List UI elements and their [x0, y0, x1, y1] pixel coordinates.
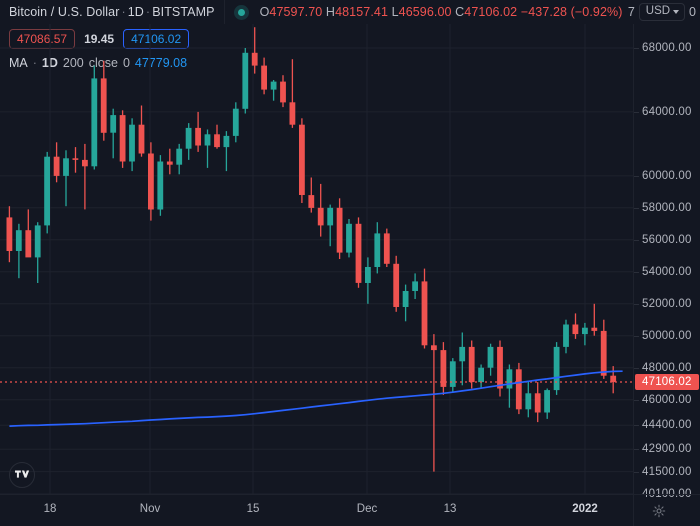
header-divider	[223, 0, 225, 24]
chart-header: Bitcoin / U.S. Dollar · 1D · BITSTAMP O47597…	[0, 0, 700, 24]
market-open-dot-icon[interactable]	[234, 4, 250, 20]
open-value: 47597.70	[269, 5, 323, 19]
price-tick-dash	[634, 175, 639, 177]
close-value: 47106.02	[464, 5, 518, 19]
price-axis-tick: 42900.00	[634, 443, 692, 455]
time-axis-tick: 13	[443, 503, 457, 515]
price-axis-tick: 52000.00	[634, 298, 692, 310]
symbol-title[interactable]: Bitcoin / U.S. Dollar · 1D · BITSTAMP	[9, 5, 215, 19]
ohlc-values: O47597.70 H48157.41 L46596.00 C47106.02 …	[260, 5, 623, 19]
price-axis-tick: 58000.00	[634, 202, 692, 214]
price-axis-tick: 50000.00	[634, 330, 692, 342]
price-tick-dash	[634, 471, 639, 473]
price-axis-tick: 41500.00	[634, 466, 692, 478]
price-tick-dash	[634, 47, 639, 49]
price-tick-dash	[634, 335, 639, 337]
price-tick-dash	[634, 425, 639, 427]
chart-pane[interactable]	[0, 24, 633, 494]
header-right-tail: 0	[689, 5, 696, 19]
time-axis-tick: 2022	[572, 503, 598, 515]
low-value: 46596.00	[398, 5, 452, 19]
tradingview-logo[interactable]	[9, 462, 35, 488]
header-right-controls: 7 USD 0	[628, 0, 696, 24]
time-axis-tick: Nov	[139, 503, 161, 515]
time-axis-tick: Dec	[356, 503, 378, 515]
symbol-interval: 1D	[127, 5, 144, 19]
time-axis-tick: 15	[246, 503, 260, 515]
change-percent: (−0.92%)	[570, 5, 623, 19]
indicator-name: MA	[9, 56, 28, 70]
candlestick-series	[0, 27, 633, 472]
price-tick-dash	[634, 367, 639, 369]
price-tick-dash	[634, 399, 639, 401]
change-value: −437.28	[520, 5, 568, 19]
price-axis-tick: 54000.00	[634, 266, 692, 278]
tradingview-logo-icon	[14, 470, 29, 478]
price-tick-dash	[634, 239, 639, 241]
symbol-exchange: BITSTAMP	[152, 5, 215, 19]
price-axis-tick: 60000.00	[634, 170, 692, 182]
chart-grid	[0, 24, 633, 494]
price-axis-tick: 64000.00	[634, 106, 692, 118]
high-value: 48157.41	[335, 5, 388, 19]
time-axis-divider	[633, 495, 634, 526]
price-tick-dash	[634, 303, 639, 305]
close-label: C	[455, 5, 465, 19]
price-axis-tick: 46000.00	[634, 394, 692, 406]
symbol-name: Bitcoin / U.S. Dollar	[9, 5, 120, 19]
symbol-separator-2: ·	[145, 5, 151, 19]
price-axis-tick: 48000.00	[634, 362, 692, 374]
symbol-separator-1: ·	[121, 5, 126, 19]
market-dot	[238, 8, 246, 16]
current-price-tag[interactable]: 47106.02	[635, 373, 699, 390]
price-tick-dash	[634, 449, 639, 451]
price-axis-tick: 56000.00	[634, 234, 692, 246]
indicator-separator: ·	[32, 56, 37, 70]
indicator-legend[interactable]: MA · 1D 200 close 0 47779.08	[9, 56, 187, 70]
indicator-value: 47779.08	[134, 56, 188, 70]
low-label: L	[391, 5, 399, 19]
price-tick-dash	[634, 271, 639, 273]
price-axis-tick: 68000.00	[634, 42, 692, 54]
price-axis-tick: 44400.00	[634, 419, 692, 431]
gear-icon[interactable]	[652, 504, 666, 518]
time-axis[interactable]: 18 Nov 15 Dec 13 2022	[0, 494, 700, 526]
high-label: H	[325, 5, 336, 19]
indicator-length: 200	[62, 56, 84, 70]
chevron-down-icon	[673, 9, 680, 14]
currency-unit-selector[interactable]: USD	[638, 3, 686, 21]
currency-unit-label: USD	[645, 5, 671, 17]
price-legend-row: 47086.57 19.45 47106.02	[9, 29, 190, 49]
price-axis[interactable]: 68000.00 64000.00 60000.00 58000.00 56000.00…	[633, 24, 700, 500]
open-label: O	[259, 5, 270, 19]
indicator-offset: 0	[122, 56, 130, 70]
spread-value: 19.45	[84, 32, 115, 46]
header-right-number: 7	[627, 5, 635, 19]
price-tick-dash	[634, 207, 639, 209]
price-tick-dash	[634, 111, 639, 113]
time-axis-tick: 18	[43, 503, 57, 515]
